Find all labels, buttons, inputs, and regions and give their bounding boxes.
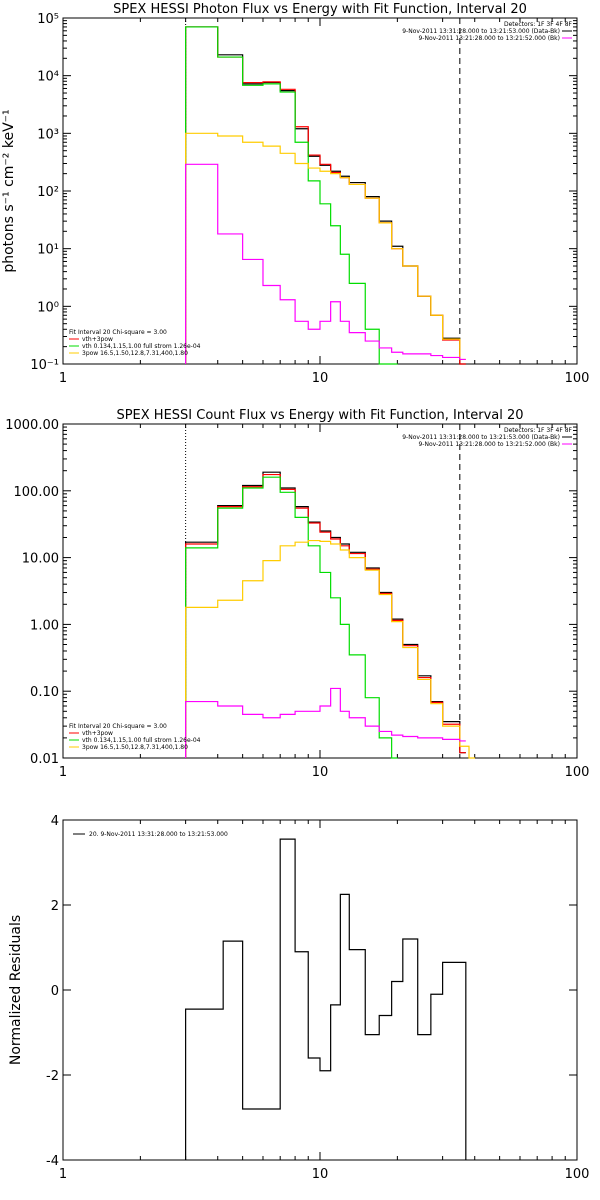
series-line-5 <box>185 163 466 364</box>
fit-component-label: 3pow 16.5,1.50,12.8,7.31,400,1.80 <box>82 350 188 357</box>
x-tick-label: 1 <box>59 765 67 780</box>
fit-component-label: vth 0.134,1.15,1.00 full strom 1.26e-04 <box>82 343 201 350</box>
interval-label-bk: 9-Nov-2011 13:21:28.000 to 13:21:52.000 … <box>418 441 560 448</box>
y-tick-label: 0 <box>51 984 59 999</box>
fit-header: Fit Interval 20 Chi-square = 3.00 <box>69 723 167 730</box>
series-line-2 <box>185 26 466 365</box>
x-tick-label: 1 <box>59 371 67 386</box>
y-tick-label: 0.01 <box>30 752 59 767</box>
y-axis-label: Normalized Residuals <box>8 915 24 1065</box>
x-tick-label: 100 <box>565 1167 590 1182</box>
x-tick-label: 10 <box>312 371 329 386</box>
fit-component-label: vth+3pow <box>82 730 113 737</box>
y-tick-label: 2 <box>51 899 59 914</box>
y-tick-label: 1000.00 <box>5 418 59 433</box>
y-tick-label: 1.00 <box>30 618 59 633</box>
interval-label-data: 9-Nov-2011 13:31:28.000 to 13:21:53.000 … <box>402 434 560 441</box>
x-tick-label: 100 <box>565 765 590 780</box>
series-line-4 <box>185 132 466 364</box>
x-tick-label: 10 <box>312 765 329 780</box>
x-tick-label: 10 <box>312 1167 329 1182</box>
series-line-2 <box>185 473 466 758</box>
fit-component-label: vth+3pow <box>82 336 113 343</box>
panel-2: SPEX HESSI Count Flux vs Energy with Fit… <box>5 408 589 780</box>
series-line-3 <box>185 476 398 759</box>
interval-label-bk: 9-Nov-2011 13:21:28.000 to 13:21:52.000 … <box>418 35 560 42</box>
residual-legend: 20. 9-Nov-2011 13:31:28.000 to 13:21:53.… <box>89 831 228 838</box>
y-tick-label: 10⁻¹ <box>30 358 59 373</box>
series-line-5 <box>185 687 466 758</box>
detectors-label: Detectors: 1F 3F 4F 8F <box>504 427 573 434</box>
x-tick-label: 100 <box>565 371 590 386</box>
series-line-3 <box>185 26 398 365</box>
y-axis-label: photons s⁻¹ cm⁻² keV⁻¹ <box>1 109 17 272</box>
series-line-4 <box>185 539 476 759</box>
chart-title: SPEX HESSI Count Flux vs Energy with Fit… <box>116 408 523 423</box>
plot-frame <box>62 819 578 1161</box>
detectors-label: Detectors: 1F 3F 4F 8F <box>504 21 573 28</box>
series-line-1 <box>185 26 466 365</box>
y-tick-label: 10⁰ <box>37 300 59 315</box>
x-tick-label: 1 <box>59 1167 67 1182</box>
y-tick-label: 10³ <box>37 127 59 142</box>
panel-1: SPEX HESSI Photon Flux vs Energy with Fi… <box>1 2 589 386</box>
y-tick-label: 10.00 <box>22 552 59 567</box>
y-tick-label: -2 <box>46 1069 59 1084</box>
chart-title: SPEX HESSI Photon Flux vs Energy with Fi… <box>113 2 527 17</box>
fit-header: Fit Interval 20 Chi-square = 3.00 <box>69 329 167 336</box>
y-tick-label: 10⁴ <box>37 70 59 85</box>
y-tick-label: 10¹ <box>37 243 59 258</box>
fit-component-label: 3pow 16.5,1.50,12.8,7.31,400,1.80 <box>82 744 188 751</box>
fit-component-label: vth 0.134,1.15,1.00 full strom 1.26e-04 <box>82 737 201 744</box>
y-tick-label: -4 <box>46 1154 59 1169</box>
y-tick-label: 10⁵ <box>37 12 59 27</box>
series-line-1 <box>185 471 466 758</box>
y-tick-label: 100.00 <box>14 485 60 500</box>
y-tick-label: 10² <box>37 185 59 200</box>
interval-label-data: 9-Nov-2011 13:31:28.000 to 13:21:53.000 … <box>402 28 560 35</box>
y-tick-label: 0.10 <box>30 685 59 700</box>
series-line-1 <box>185 838 467 1160</box>
panel-3: 1 10 100 -4 -2 0 2 4 Normalized Residuals 20. 9-N… <box>8 814 589 1182</box>
y-tick-label: 4 <box>51 814 59 829</box>
